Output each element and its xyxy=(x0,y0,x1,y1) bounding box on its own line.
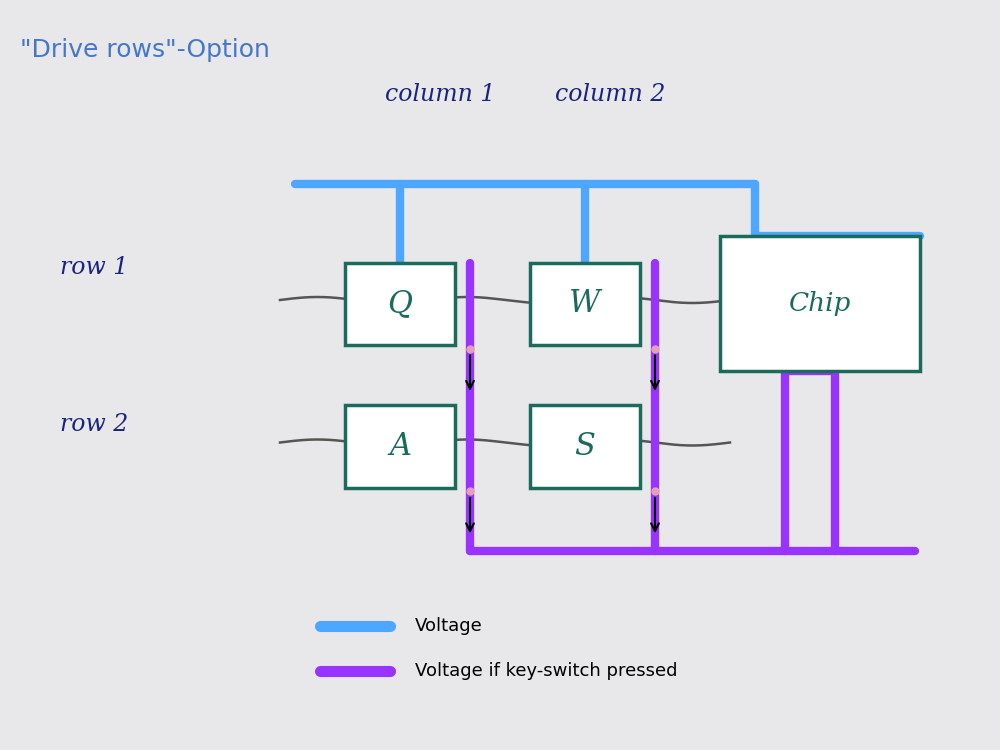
Bar xyxy=(530,405,640,488)
Bar xyxy=(345,262,455,345)
Bar xyxy=(345,405,455,488)
Text: S: S xyxy=(575,430,595,462)
Text: A: A xyxy=(389,430,411,462)
Text: column 2: column 2 xyxy=(555,83,665,106)
Text: Voltage if key-switch pressed: Voltage if key-switch pressed xyxy=(415,662,678,680)
Text: Voltage: Voltage xyxy=(415,617,483,635)
Text: row 1: row 1 xyxy=(60,256,128,279)
Text: column 1: column 1 xyxy=(385,83,495,106)
Text: Chip: Chip xyxy=(789,291,851,316)
Text: row 2: row 2 xyxy=(60,413,128,436)
Text: W: W xyxy=(569,288,601,320)
Bar xyxy=(530,262,640,345)
Text: "Drive rows"-Option: "Drive rows"-Option xyxy=(20,38,270,62)
Text: Q: Q xyxy=(388,288,413,320)
Bar xyxy=(720,236,920,371)
